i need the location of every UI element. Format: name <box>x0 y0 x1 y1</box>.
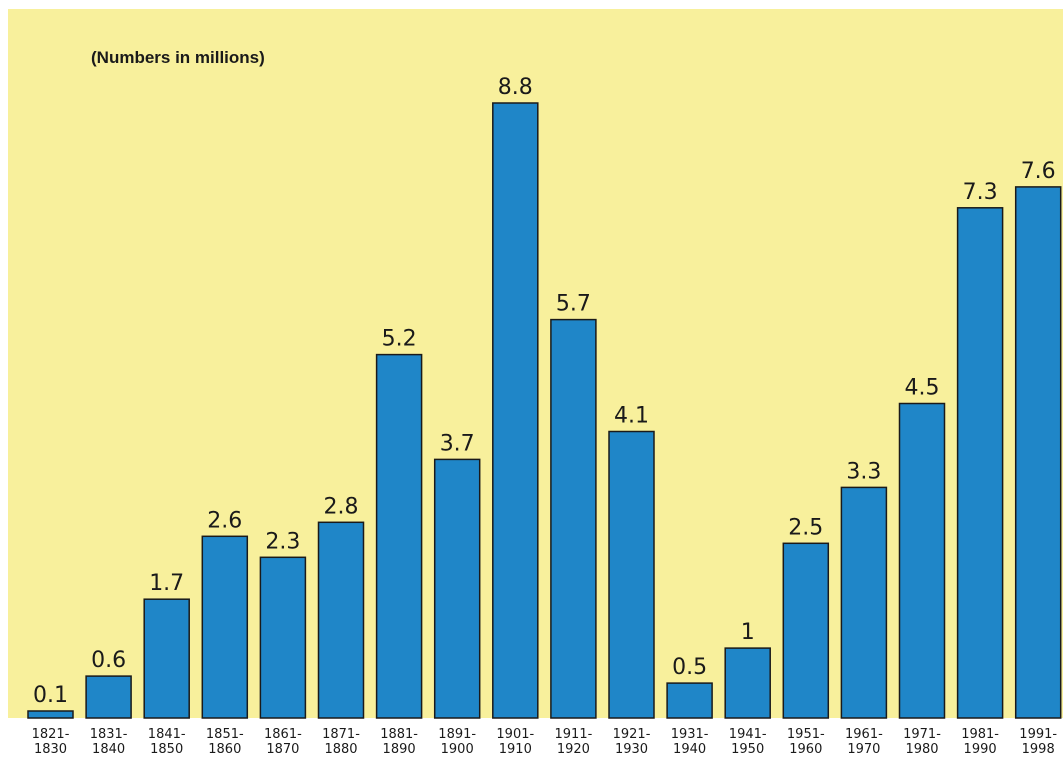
bar <box>1014 186 1062 719</box>
x-tick-label-line: 1970 <box>847 742 880 757</box>
bar <box>27 710 74 719</box>
bar <box>85 675 132 719</box>
bar <box>201 535 249 719</box>
x-tick-label-line: 1940 <box>673 742 706 757</box>
x-tick-label-line: 1851- <box>206 727 244 742</box>
chart-subtitle: (Numbers in millions) <box>91 48 265 67</box>
x-tick-label: 1901-1910 <box>496 727 534 757</box>
x-tick-label-line: 1871- <box>322 727 360 742</box>
x-tick-label-line: 1961- <box>845 727 883 742</box>
x-tick-label: 1951-1960 <box>787 727 825 757</box>
x-tick-label-line: 1861- <box>264 727 302 742</box>
bar-value-label: 5.2 <box>382 327 417 352</box>
bar <box>550 318 597 719</box>
x-tick-label: 1921-1930 <box>613 727 651 757</box>
bar-value-label: 4.5 <box>905 376 940 401</box>
x-tick-label-line: 1998 <box>1022 742 1055 757</box>
x-tick-label-line: 1901- <box>496 727 534 742</box>
bars-group <box>27 102 1062 719</box>
x-tick-label-line: 1841- <box>148 727 186 742</box>
x-tick-label: 1851-1860 <box>206 727 244 757</box>
bar-value-label: 8.8 <box>498 75 533 100</box>
x-tick-label-line: 1951- <box>787 727 825 742</box>
x-tick-label: 1821-1830 <box>32 727 70 757</box>
bar-value-label: 3.3 <box>846 459 881 484</box>
bar-value-label: 2.5 <box>788 515 823 540</box>
x-tick-label-line: 1941- <box>729 727 767 742</box>
x-tick-label: 1961-1970 <box>845 727 883 757</box>
x-tick-label-line: 1881- <box>380 727 418 742</box>
x-tick-label: 1891-1900 <box>438 727 476 757</box>
x-tick-labels-group: 1821-1830 1831-1840 1841-1850 1851-1860 1861… <box>32 727 1058 757</box>
x-tick-label-line: 1930 <box>615 742 648 757</box>
bar-value-label: 3.7 <box>440 431 475 456</box>
x-tick-label-line: 1900 <box>441 742 474 757</box>
bar-value-label: 7.6 <box>1021 159 1056 184</box>
bar-value-label: 0.5 <box>672 655 707 680</box>
x-tick-label: 1861-1870 <box>264 727 302 757</box>
bar <box>317 521 365 719</box>
x-tick-label: 1871-1880 <box>322 727 360 757</box>
x-tick-label: 1971-1980 <box>903 727 941 757</box>
x-tick-label-line: 1840 <box>92 742 125 757</box>
bar-value-label: 4.1 <box>614 404 649 429</box>
x-tick-label-line: 1990 <box>964 742 997 757</box>
bar-value-label: 2.8 <box>324 494 359 519</box>
x-tick-label-line: 1971- <box>903 727 941 742</box>
bar <box>143 598 190 719</box>
bar <box>259 556 307 719</box>
x-tick-label-line: 1890 <box>383 742 416 757</box>
x-tick-label-line: 1880 <box>324 742 357 757</box>
x-tick-label: 1831-1840 <box>90 727 128 757</box>
x-tick-label-line: 1910 <box>499 742 532 757</box>
bar-value-label: 2.6 <box>207 508 242 533</box>
x-tick-label-line: 1911- <box>555 727 593 742</box>
value-labels-group: 0.1 0.6 1.7 2.6 2.3 2.8 5.2 3.7 8.8 5.7 4.1 0.5 1 2.5… <box>33 75 1056 708</box>
x-tick-label-line: 1850 <box>150 742 183 757</box>
bar <box>840 486 888 719</box>
x-tick-label-line: 1950 <box>731 742 764 757</box>
x-tick-label-line: 1870 <box>266 742 299 757</box>
x-tick-label-line: 1831- <box>90 727 128 742</box>
x-tick-label-line: 1980 <box>905 742 938 757</box>
x-tick-label: 1981-1990 <box>961 727 999 757</box>
x-tick-label-line: 1991- <box>1019 727 1057 742</box>
bar <box>375 353 423 719</box>
bar <box>782 542 830 719</box>
bar-value-label: 0.6 <box>91 648 126 673</box>
bar-value-label: 1 <box>741 620 755 645</box>
bar <box>898 402 946 719</box>
x-tick-label: 1991-1998 <box>1019 727 1057 757</box>
x-tick-label: 1941-1950 <box>729 727 767 757</box>
x-tick-label-line: 1981- <box>961 727 999 742</box>
bar-value-label: 7.3 <box>963 180 998 205</box>
x-tick-label: 1881-1890 <box>380 727 418 757</box>
bar <box>433 458 481 719</box>
bar <box>666 682 713 719</box>
bar <box>956 207 1004 719</box>
x-tick-label-line: 1920 <box>557 742 590 757</box>
x-tick-label-line: 1860 <box>208 742 241 757</box>
x-tick-label-line: 1830 <box>34 742 67 757</box>
x-tick-label-line: 1931- <box>671 727 709 742</box>
bar-value-label: 5.7 <box>556 292 591 317</box>
x-tick-label: 1841-1850 <box>148 727 186 757</box>
bar-value-label: 0.1 <box>33 683 68 708</box>
x-tick-label-line: 1821- <box>32 727 70 742</box>
bar-value-label: 2.3 <box>265 529 300 554</box>
x-tick-label: 1931-1940 <box>671 727 709 757</box>
x-tick-label-line: 1960 <box>789 742 822 757</box>
x-tick-label-line: 1891- <box>438 727 476 742</box>
bar <box>492 102 539 719</box>
bar <box>724 647 771 719</box>
x-tick-label-line: 1921- <box>613 727 651 742</box>
x-tick-label: 1911-1920 <box>555 727 593 757</box>
bar <box>608 430 655 719</box>
bar-value-label: 1.7 <box>149 571 184 596</box>
